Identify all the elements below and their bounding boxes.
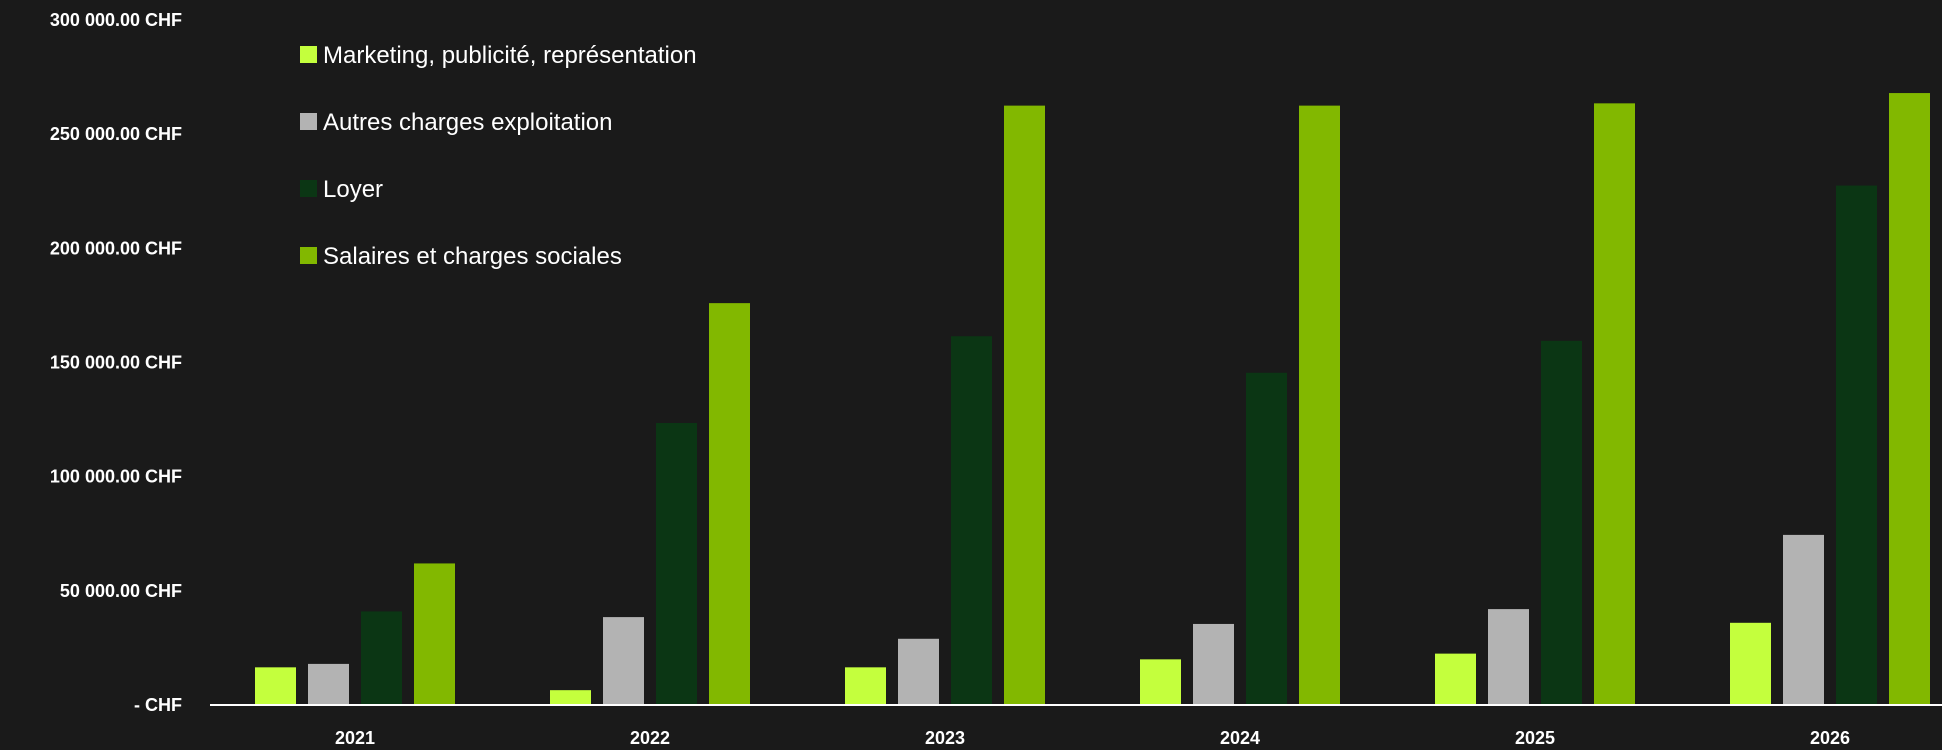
- legend: Marketing, publicité, représentation Autr…: [300, 42, 697, 270]
- legend-swatch: [300, 247, 317, 264]
- bar: [709, 303, 750, 705]
- y-tick-label: - CHF: [134, 695, 182, 715]
- x-tick-label: 2023: [925, 728, 965, 748]
- x-tick-label: 2024: [1220, 728, 1260, 748]
- x-tick-label: 2025: [1515, 728, 1555, 748]
- bar: [845, 667, 886, 705]
- y-tick-label: 50 000.00 CHF: [60, 581, 182, 601]
- bar: [656, 423, 697, 705]
- bar: [898, 638, 939, 705]
- bar-series-group: [255, 93, 1930, 706]
- y-tick-label: 200 000.00 CHF: [50, 238, 182, 258]
- y-tick-label: 300 000.00 CHF: [50, 10, 182, 30]
- x-tick-label: 2021: [335, 728, 375, 748]
- bar: [1193, 623, 1234, 705]
- bar: [1836, 185, 1877, 705]
- bar: [308, 663, 349, 705]
- bar: [951, 336, 992, 705]
- bar: [1246, 372, 1287, 705]
- bar: [1140, 659, 1181, 705]
- bar: [1889, 93, 1930, 706]
- legend-swatch: [300, 46, 317, 63]
- bar: [255, 667, 296, 705]
- bar: [550, 690, 591, 705]
- bar: [1730, 622, 1771, 705]
- y-tick-label: 250 000.00 CHF: [50, 124, 182, 144]
- legend-label: Marketing, publicité, représentation: [323, 42, 697, 69]
- bar: [1783, 534, 1824, 705]
- legend-label: Salaires et charges sociales: [323, 243, 622, 270]
- legend-label: Loyer: [323, 176, 383, 203]
- bar: [1299, 105, 1340, 705]
- bar: [1541, 340, 1582, 705]
- bar: [603, 617, 644, 705]
- x-axis-ticks: 2021 2022 2023 2024 2025 2026: [335, 728, 1850, 748]
- bar: [361, 611, 402, 705]
- bar: [1004, 105, 1045, 705]
- bar: [1435, 653, 1476, 705]
- legend-swatch: [300, 113, 317, 130]
- bar: [1488, 609, 1529, 705]
- y-tick-label: 150 000.00 CHF: [50, 353, 182, 373]
- y-tick-label: 100 000.00 CHF: [50, 467, 182, 487]
- legend-label: Autres charges exploitation: [323, 109, 613, 136]
- x-tick-label: 2026: [1810, 728, 1850, 748]
- legend-swatch: [300, 180, 317, 197]
- bar: [1594, 103, 1635, 705]
- y-axis-ticks: - CHF 50 000.00 CHF 100 000.00 CHF 150 000.…: [50, 10, 182, 715]
- x-tick-label: 2022: [630, 728, 670, 748]
- bar: [414, 563, 455, 705]
